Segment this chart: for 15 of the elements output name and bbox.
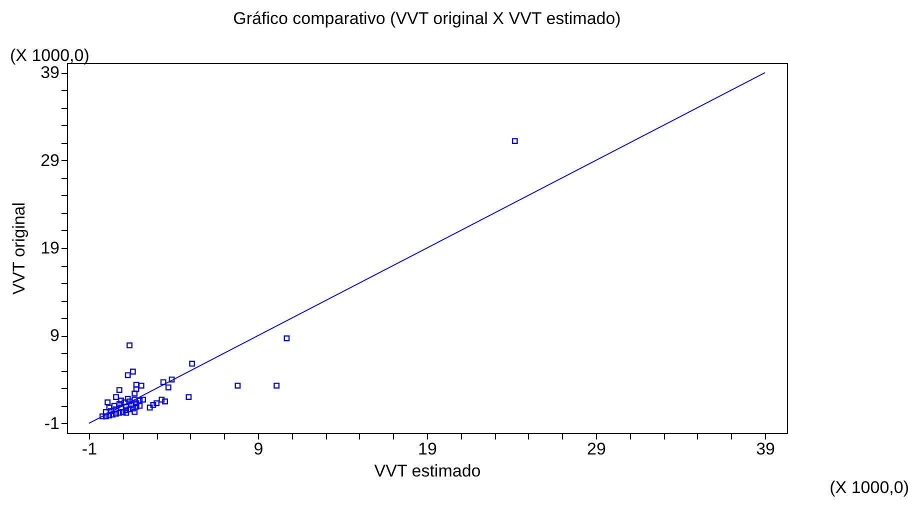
y-tick-label: 39 <box>40 63 60 82</box>
y-axis-title: VVT original <box>10 202 29 295</box>
y-tick-label: -1 <box>44 414 60 433</box>
annotation: (X 1000,0) <box>10 46 90 66</box>
text: (X 1000,0) <box>830 478 909 498</box>
x-axis-title: VVT estimado <box>374 462 481 480</box>
y-tick-label: 29 <box>40 150 60 170</box>
x-tick-label: 19 <box>418 440 437 458</box>
x-tick-label: 39 <box>756 440 775 458</box>
y-tick-label: 19 <box>40 238 60 258</box>
x-tick-label: 9 <box>254 440 264 458</box>
y-tick-label: 9 <box>50 326 60 346</box>
chart-title: Gráfico comparativo (VVT original X VVT estimado) <box>233 9 621 28</box>
x-tick-label: 29 <box>587 440 606 458</box>
x-tick-label: -1 <box>82 440 98 458</box>
